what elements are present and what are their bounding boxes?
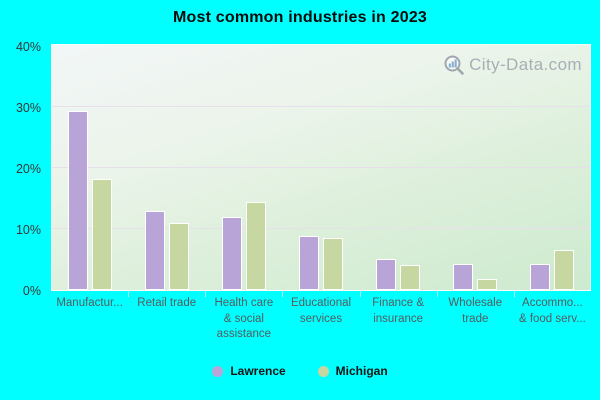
- y-axis-label: 10%: [15, 223, 41, 237]
- bar-group: [52, 45, 129, 290]
- legend-dot-michigan: [317, 365, 329, 377]
- legend-item-michigan: Michigan: [317, 364, 388, 378]
- bar-michigan: [92, 179, 113, 290]
- gridline-30: [52, 106, 590, 107]
- city-data-watermark: City-Data.com: [443, 54, 582, 76]
- bar-groups: [52, 45, 590, 290]
- x-axis-tick: [205, 291, 207, 297]
- x-axis-tick: [436, 291, 438, 297]
- x-axis-label: Accommo... & food serv...: [518, 297, 586, 325]
- bar-lawrence: [299, 236, 319, 290]
- bar-group: [129, 45, 206, 290]
- gridline-20: [52, 167, 590, 168]
- plot-area: City-Data.com: [51, 44, 591, 291]
- bar-michigan: [399, 265, 420, 290]
- y-axis-label: 40%: [15, 40, 41, 54]
- legend-dot-lawrence: [212, 365, 224, 377]
- x-axis-label: Wholesale trade: [448, 297, 503, 325]
- bar-michigan: [323, 237, 343, 290]
- bar-group: [513, 45, 590, 290]
- watermark-text: City-Data.com: [469, 55, 582, 74]
- y-axis-label: 30%: [15, 101, 41, 115]
- x-axis-label: Manufactur...: [56, 297, 123, 309]
- bar-group: [436, 45, 513, 290]
- bar-lawrence: [375, 258, 396, 290]
- y-axis: 0% 10% 20% 30% 40%: [0, 40, 47, 298]
- bar-lawrence: [452, 264, 473, 290]
- legend: Lawrence Michigan: [0, 364, 600, 378]
- y-axis-label: 20%: [15, 162, 41, 176]
- bar-group: [206, 45, 283, 290]
- bar-michigan: [553, 249, 574, 290]
- bar-michigan: [246, 202, 267, 290]
- bar-michigan: [476, 279, 497, 290]
- magnifier-bar-chart-icon: [444, 55, 464, 75]
- bar-group: [359, 45, 436, 290]
- bar-lawrence: [529, 264, 550, 290]
- bar-lawrence: [222, 216, 243, 290]
- x-axis-label: Educational services: [290, 297, 352, 325]
- x-axis-label: Finance & insurance: [372, 297, 425, 325]
- chart-title: Most common industries in 2023: [172, 9, 428, 26]
- bar-group: [283, 45, 360, 290]
- x-axis-tick: [359, 291, 361, 297]
- legend-label: Lawrence: [230, 364, 286, 378]
- bar-lawrence: [145, 210, 166, 290]
- x-axis-label: Health care & social assistance: [214, 297, 274, 341]
- bar-lawrence: [68, 111, 89, 290]
- x-axis-tick: [282, 291, 284, 297]
- x-axis-labels: Manufactur... Retail trade Health care & s…: [51, 296, 591, 343]
- x-axis-label: Retail trade: [137, 297, 197, 309]
- gridline-10: [52, 228, 590, 229]
- legend-item-lawrence: Lawrence: [212, 364, 286, 378]
- y-axis-label: 0%: [22, 284, 41, 298]
- bar-michigan: [169, 222, 190, 290]
- x-axis-tick: [128, 291, 130, 297]
- legend-label: Michigan: [335, 364, 388, 378]
- x-axis-tick: [513, 291, 515, 297]
